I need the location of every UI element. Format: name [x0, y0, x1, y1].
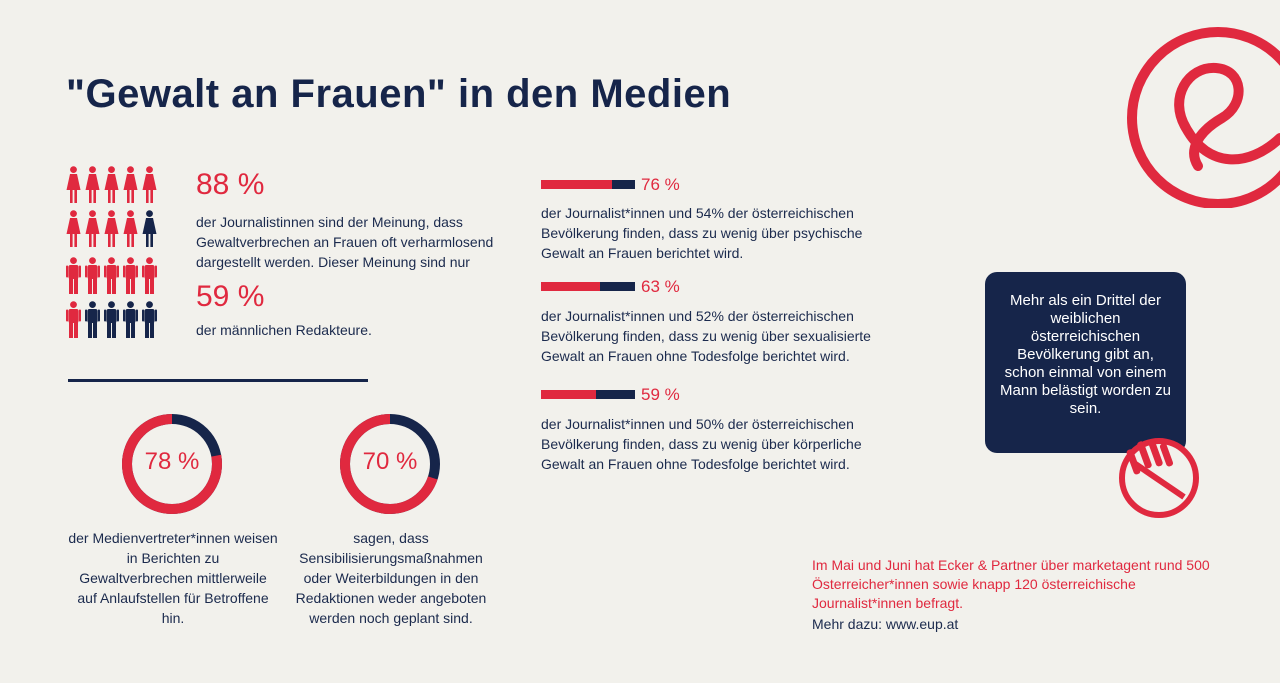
section-divider	[68, 379, 368, 382]
male-stat-percent: 59 %	[196, 280, 265, 313]
donut-text: der Medienvertreter*innen weisen in Beri…	[68, 530, 278, 626]
woman-icon	[104, 166, 119, 203]
bar-text: der Journalist*innen und 52% der österre…	[541, 308, 871, 364]
percent-bar	[541, 390, 635, 399]
percent-bar-rest	[596, 390, 635, 399]
percent-bar	[541, 282, 635, 291]
source-note: Im Mai und Juni hat Ecker & Partner über…	[812, 556, 1232, 634]
bar-percent: 59 %	[641, 385, 680, 404]
man-icon	[85, 257, 100, 294]
woman-icon	[104, 210, 119, 247]
source-text: Im Mai und Juni hat Ecker & Partner über…	[812, 557, 1210, 611]
bar-percent: 76 %	[641, 175, 680, 194]
percent-bar	[541, 180, 635, 189]
man-icon	[104, 257, 119, 294]
donut-text: sagen, dass Sensibilisierungsmaßnahmen o…	[295, 530, 487, 626]
man-icon	[85, 301, 100, 338]
male-stat-text: der männlichen Redakteure.	[196, 322, 372, 338]
bar-percent: 63 %	[641, 277, 680, 296]
woman-icon	[142, 210, 157, 247]
bar-text: der Journalist*innen und 50% der österre…	[541, 416, 862, 472]
man-icon	[123, 301, 138, 338]
female-stat-percent: 88 %	[196, 168, 265, 201]
man-icon	[123, 257, 138, 294]
woman-icon	[123, 210, 138, 247]
female-stat-text: der Journalistinnen sind der Meinung, da…	[196, 214, 494, 270]
percent-bar-rest	[612, 180, 635, 189]
info-box: Mehr als ein Drittel der weiblichen öste…	[985, 272, 1186, 453]
man-icon	[66, 257, 81, 294]
man-icon	[142, 301, 157, 338]
percent-bar-fill	[541, 180, 613, 189]
percent-bar-rest	[600, 282, 635, 291]
percent-bar-fill	[541, 282, 601, 291]
woman-icon	[66, 210, 81, 247]
donut-percent: 70 %	[362, 448, 418, 475]
bar-text: der Journalist*innen und 54% der österre…	[541, 205, 863, 261]
ampersand-logo-icon	[1127, 27, 1280, 208]
donut-progress-arc	[122, 414, 222, 514]
woman-icon	[123, 166, 138, 203]
info-box-text: Mehr als ein Drittel der weiblichen öste…	[1000, 292, 1171, 417]
woman-icon	[142, 166, 157, 203]
man-icon	[66, 301, 81, 338]
stop-hand-icon	[1119, 438, 1199, 518]
source-link[interactable]: Mehr dazu: www.eup.at	[812, 616, 959, 632]
female-icon-grid	[66, 166, 157, 254]
woman-icon	[66, 166, 81, 203]
woman-icon	[85, 210, 100, 247]
woman-icon	[85, 166, 100, 203]
man-icon	[142, 257, 157, 294]
donut-percent: 78 %	[144, 448, 200, 475]
male-icon-grid	[66, 257, 157, 345]
page-title: "Gewalt an Frauen" in den Medien	[66, 72, 732, 116]
donut-chart	[340, 414, 440, 514]
donut-chart	[122, 414, 222, 514]
man-icon	[104, 301, 119, 338]
percent-bar-fill	[541, 390, 597, 399]
donut-progress-arc	[340, 414, 440, 514]
